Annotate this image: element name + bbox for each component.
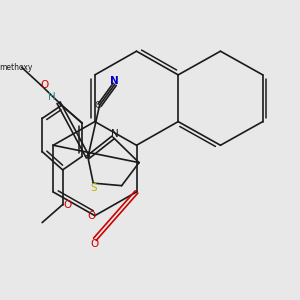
Text: O: O <box>91 239 99 249</box>
Text: N: N <box>110 76 119 85</box>
Text: O: O <box>41 80 49 90</box>
Text: O: O <box>88 211 96 221</box>
Text: N: N <box>111 129 118 139</box>
Text: S: S <box>90 183 97 193</box>
Text: C: C <box>95 101 101 110</box>
Text: methoxy: methoxy <box>0 63 33 72</box>
Text: H: H <box>48 92 56 102</box>
Text: O: O <box>63 200 71 210</box>
